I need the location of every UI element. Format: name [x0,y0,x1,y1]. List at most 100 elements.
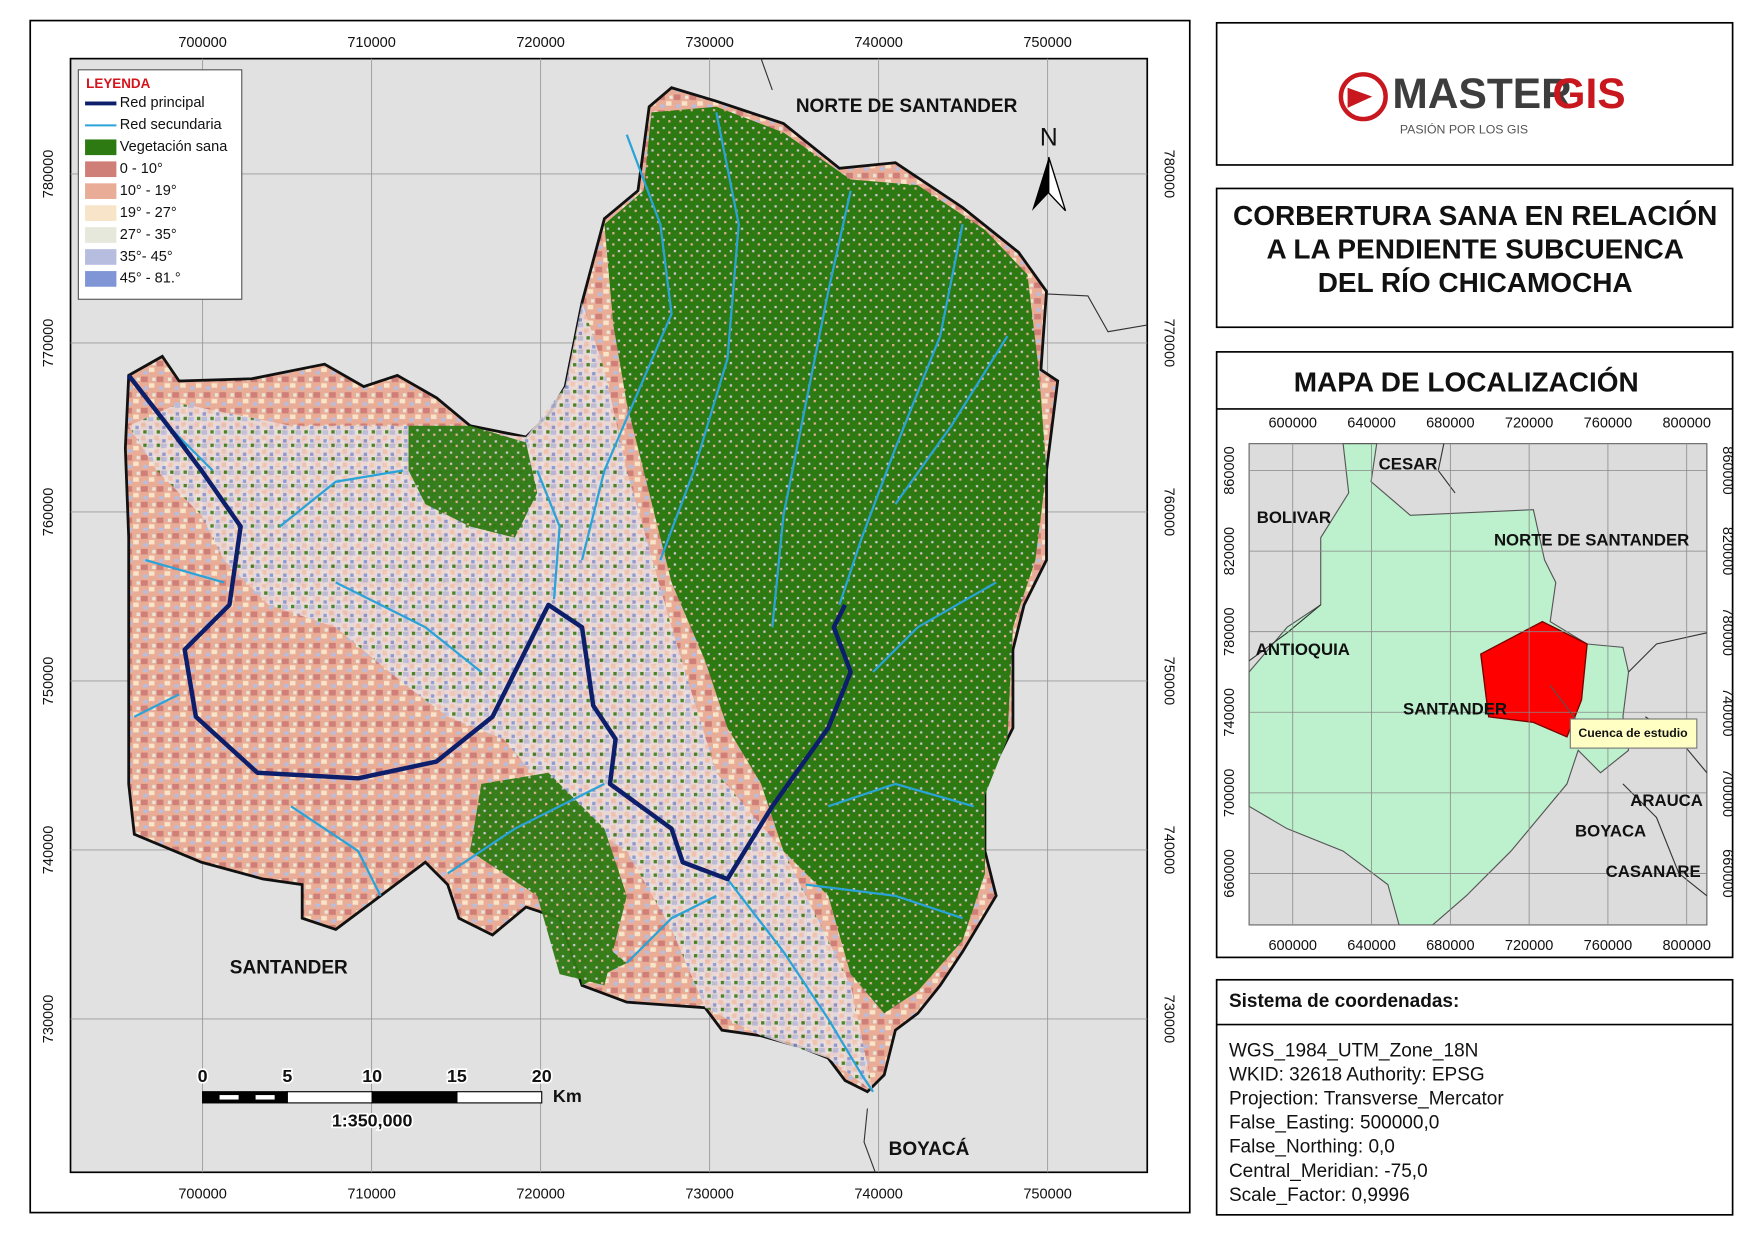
location-region-label: NORTE DE SANTANDER [1494,530,1689,549]
legend-swatch [85,183,117,199]
logo: MASTER GIS PASIÓN POR LOS GIS [1338,70,1626,137]
legend-swatch [85,139,117,156]
coordinate-line: False_Northing: 0,0 [1229,1137,1395,1158]
title-panel [1215,187,1734,329]
x-tick-label: 730000 [685,1187,734,1203]
y-tick-label: 820000 [1719,527,1735,576]
coordinate-line: Central_Meridian: -75,0 [1229,1161,1428,1182]
location-region-label: SANTANDER [1403,699,1507,718]
x-tick-label: 760000 [1584,938,1633,954]
healthy-vegetation [604,106,1047,1014]
x-tick-label: 710000 [347,1187,396,1203]
x-tick-label: 760000 [1584,415,1633,431]
y-tick-label: 660000 [1719,849,1735,898]
legend-label: 10° - 19° [120,183,177,199]
region-label: BOYACÁ [889,1138,970,1160]
scale-subdivision [219,1095,239,1100]
scale-label: 15 [447,1066,467,1086]
x-tick-label: 750000 [1023,1187,1072,1203]
legend-label: 27° - 35° [120,227,177,243]
x-tick-label: 730000 [685,35,734,51]
scale-label: 10 [362,1066,382,1086]
scale-segment [371,1091,458,1104]
location-title: MAPA DE LOCALIZACIÓN [1294,367,1639,398]
y-tick-label: 780000 [1719,607,1735,656]
north-label: N [1040,125,1058,152]
scale-label: 5 [282,1066,292,1086]
coordinate-line: False_Easting: 500000,0 [1229,1113,1439,1134]
y-tick-label: 740000 [1161,826,1177,875]
location-region-label: CASANARE [1606,862,1701,881]
main-river [126,374,853,882]
scale-segment [286,1091,373,1104]
y-tick-label: 860000 [1222,446,1238,495]
y-tick-label: 700000 [1719,769,1735,818]
x-tick-label: 750000 [1023,35,1072,51]
y-tick-label: 860000 [1719,446,1735,495]
location-region-label: ARAUCA [1630,791,1703,810]
y-tick-label: 660000 [1222,849,1238,898]
x-tick-label: 800000 [1662,938,1711,954]
scale-unit: Km [553,1086,582,1106]
legend-swatch [85,249,117,265]
x-tick-label: 740000 [854,1187,903,1203]
y-tick-label: 770000 [1161,319,1177,368]
legend-swatch [85,227,117,243]
x-tick-label: 600000 [1268,415,1317,431]
legend-title: LEYENDA [86,76,150,91]
y-tick-label: 760000 [1161,488,1177,537]
x-tick-label: 720000 [516,35,565,51]
x-tick-label: 680000 [1426,415,1475,431]
y-tick-label: 700000 [1222,769,1238,818]
location-region-label: ANTIOQUIA [1256,640,1350,659]
scale-subdivision [255,1095,275,1100]
location-region-label: CESAR [1379,454,1438,473]
legend-label: 0 - 10° [120,161,163,177]
y-tick-label: 770000 [41,319,57,368]
logo-panel [1215,21,1734,166]
location-region-label: BOYACA [1575,821,1646,840]
coordinate-line: Projection: Transverse_Mercator [1229,1089,1504,1110]
legend-label: 35°- 45° [120,249,173,265]
x-tick-label: 680000 [1426,938,1475,954]
callout-box [1569,718,1698,749]
x-tick-label: 600000 [1268,938,1317,954]
logo-brand: GIS [1552,70,1625,118]
title: CORBERTURA SANA EN RELACIÓN [1233,200,1717,231]
legend-label: 45° - 81.° [120,271,181,287]
x-tick-label: 700000 [178,1187,227,1203]
y-tick-label: 750000 [1161,657,1177,706]
y-tick-label: 780000 [1161,150,1177,199]
santander-department [1248,443,1630,926]
coordinate-line: WKID: 32618 Authority: EPSG [1229,1065,1485,1086]
location-grid: 600000 600000 640000 640000 680000 680000 7200… [1222,415,1735,954]
callout-leader [1549,685,1579,723]
coordinate-line: WGS_1984_UTM_Zone_18N [1229,1040,1478,1061]
secondary-river [133,112,1009,1093]
x-tick-label: 700000 [178,35,227,51]
scale-ratio: 1:350,000 [332,1111,413,1131]
coordinate-lines: WGS_1984_UTM_Zone_18N WKID: 32618 Authori… [1229,1040,1504,1205]
y-tick-label: 730000 [41,995,57,1044]
legend-swatch [85,271,117,287]
department-border [760,58,1148,1173]
legend-swatch [85,205,117,221]
x-tick-label: 710000 [347,35,396,51]
scale-segment [456,1091,543,1104]
y-tick-label: 780000 [41,150,57,199]
x-tick-label: 640000 [1347,415,1396,431]
location-region-label: BOLIVAR [1257,508,1331,527]
callout-label: Cuenca de estudio [1578,726,1688,740]
x-tick-label: 720000 [516,1187,565,1203]
y-tick-label: 760000 [41,488,57,537]
logo-tagline: PASIÓN POR LOS GIS [1400,122,1528,137]
logo-brand: MASTER [1392,70,1572,118]
legend-label: 19° - 27° [120,205,177,221]
title: A LA PENDIENTE SUBCUENCA [1266,234,1683,265]
scale-label: 20 [532,1066,552,1086]
region-label: SANTANDER [230,958,348,979]
coordinate-title: Sistema de coordenadas: [1229,991,1459,1012]
